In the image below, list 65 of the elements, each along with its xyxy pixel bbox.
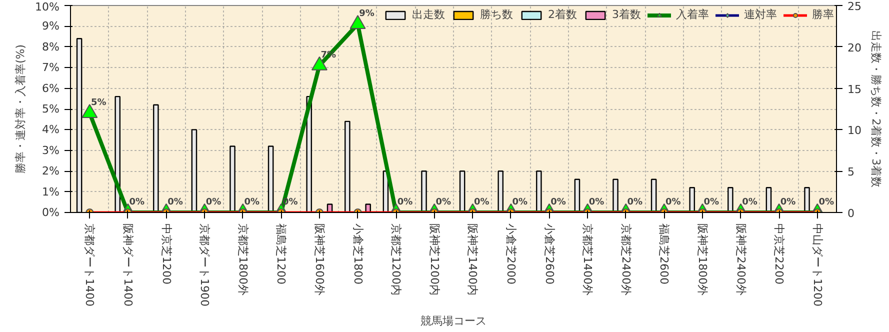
y-tick-label: 6%	[42, 82, 60, 95]
data-label: 0%	[818, 198, 834, 208]
x-tick-label: 京都芝1800外	[236, 224, 250, 296]
y-tick-label: 10%	[35, 0, 60, 14]
data-label: 0%	[780, 198, 796, 208]
x-tick-label: 小倉芝2600	[542, 224, 556, 284]
legend-label: 連対率	[744, 7, 777, 22]
x-tick-label: 阪神ダート1400	[121, 224, 134, 306]
x-tick-label: 阪神芝1600外	[312, 224, 326, 296]
data-label: 0%	[550, 198, 566, 208]
legend-label: 入着率	[676, 7, 709, 22]
x-tick-label: 中京芝1200	[160, 224, 173, 284]
y-tick-label: 9%	[42, 20, 60, 33]
y-tick-label: 4%	[42, 123, 60, 136]
data-label: 5%	[91, 98, 106, 108]
data-label: 0%	[168, 198, 183, 208]
legend-label: 勝ち数	[480, 7, 513, 22]
data-label: 0%	[704, 198, 720, 208]
x-tick-label: 京都芝1200内	[390, 224, 403, 296]
x-axis-title: 競馬場コース	[420, 314, 486, 328]
data-label: 0%	[436, 198, 451, 208]
x-tick-label: 阪神芝1200内	[428, 224, 441, 296]
y-tick-label: 8%	[42, 40, 60, 54]
x-tick-label: 京都ダート1400	[83, 224, 96, 306]
legend-label: 出走数	[412, 7, 445, 22]
x-tick-label: 中山ダート1200	[810, 224, 824, 306]
data-label: 0%	[206, 198, 222, 208]
legend-label: 2着数	[548, 7, 577, 22]
y-tick-label: 7%	[42, 61, 60, 74]
y-axis-title: 勝率・連対率・入着率(%)	[14, 44, 28, 174]
legend-label: 3着数	[612, 7, 641, 22]
data-label: 0%	[627, 198, 642, 208]
data-label: 0%	[474, 198, 490, 208]
y2-tick-label: 0	[848, 207, 854, 220]
x-tick-label: 小倉芝2000	[504, 224, 518, 284]
y-tick-label: 1%	[42, 185, 60, 198]
y-tick-label: 5%	[42, 102, 60, 116]
x-tick-label: 京都芝2400外	[619, 224, 632, 296]
x-tick-label: 福島芝1200	[274, 224, 288, 284]
x-tick-label: 阪神芝1400内	[466, 224, 480, 296]
data-label: 0%	[666, 198, 681, 208]
data-label: 0%	[742, 198, 758, 208]
data-label: 0%	[129, 198, 145, 208]
data-label: 9%	[359, 9, 374, 20]
y2-tick-label: 10	[848, 124, 862, 138]
x-tick-label: 阪神芝1800外	[696, 224, 709, 296]
y2-tick-label: 15	[848, 82, 862, 96]
data-label: 0%	[244, 198, 260, 208]
x-tick-label: 京都芝1400外	[581, 224, 594, 296]
y-tick-label: 3%	[42, 144, 60, 157]
x-tick-label: 福島芝2600	[658, 224, 671, 284]
y2-tick-label: 25	[848, 0, 862, 13]
y-tick-label: 0%	[42, 206, 60, 219]
x-tick-label: 小倉芝1800	[351, 224, 364, 284]
data-label: 0%	[512, 198, 528, 208]
y-tick-label: 2%	[42, 164, 60, 178]
x-tick-label: 阪神芝2400外	[734, 224, 748, 296]
y2-tick-label: 20	[848, 41, 862, 54]
data-label: 0%	[397, 198, 413, 208]
y2-tick-label: 5	[848, 166, 854, 179]
y2-axis-title: 出走数・勝ち数・2着数・3着数	[869, 30, 882, 188]
legend-label: 勝率	[812, 7, 834, 22]
x-tick-label: 京都ダート1900	[198, 224, 212, 306]
x-tick-label: 中京芝2200	[772, 224, 786, 284]
data-label: 0%	[588, 198, 604, 208]
